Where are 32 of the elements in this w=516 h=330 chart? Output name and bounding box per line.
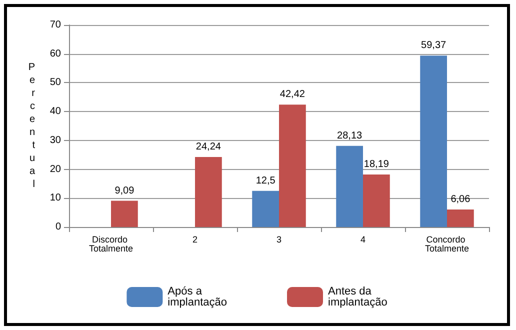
bar <box>252 190 279 227</box>
bar <box>363 174 390 227</box>
x-tick-label: Concordo Totalmente <box>424 234 470 254</box>
data-label: 9,09 <box>114 185 135 196</box>
bar <box>336 146 363 227</box>
bar <box>111 200 138 227</box>
data-label: 59,37 <box>421 40 447 52</box>
data-label: 42,42 <box>280 89 306 100</box>
bar <box>447 210 474 227</box>
data-label: 24,24 <box>196 142 222 153</box>
x-tick-label: Discordo Totalmente <box>88 234 134 254</box>
legend-label: Após a implantação <box>168 286 228 308</box>
text: Percentual <box>28 62 35 190</box>
legend-label: Antes da implantação <box>328 286 388 308</box>
data-label: 6,06 <box>450 194 471 206</box>
data-label: 12,5 <box>256 175 276 186</box>
y-tick-label: 30 <box>50 134 62 146</box>
data-label: 28,13 <box>337 130 363 142</box>
data-label: 18,19 <box>364 159 390 170</box>
y-tick-label: 0 <box>55 222 62 232</box>
y-tick-label: 40 <box>50 106 62 118</box>
x-tick-label: 3 <box>276 234 282 244</box>
y-tick-label: 20 <box>50 164 62 175</box>
x-tick-label: 4 <box>360 234 366 244</box>
x-tick-label: 2 <box>192 234 198 244</box>
y-tick-label: 10 <box>50 192 62 204</box>
y-tick-label: 60 <box>50 48 62 60</box>
bar <box>279 104 306 227</box>
bar <box>420 56 447 227</box>
bar <box>195 157 222 227</box>
y-tick-label: 50 <box>50 77 62 88</box>
y-tick-label: 70 <box>50 20 62 30</box>
